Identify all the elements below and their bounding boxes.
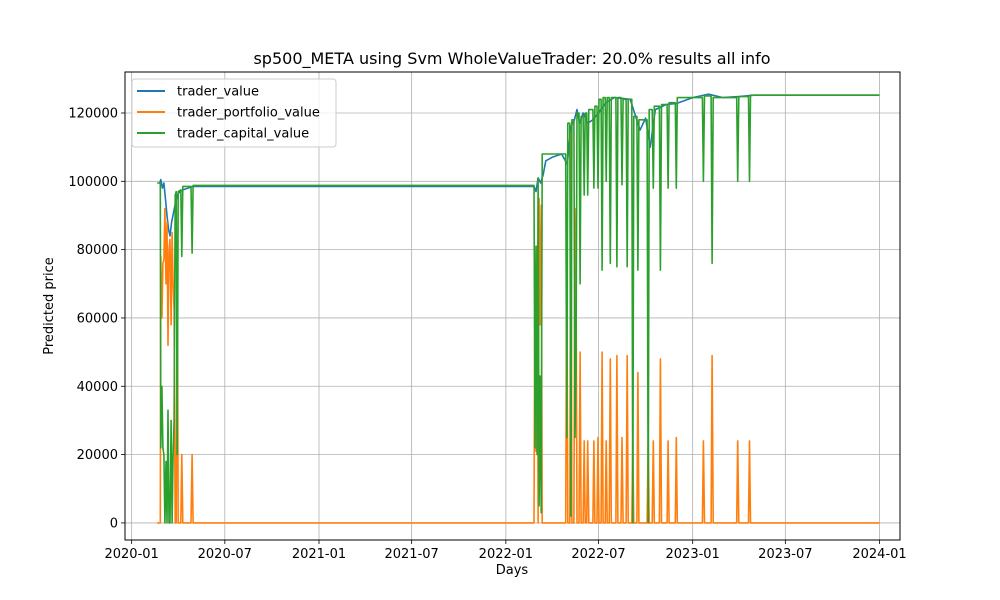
y-tick-label: 80000: [77, 243, 118, 258]
y-axis-title: Predicted price: [42, 257, 57, 355]
x-tick-label: 2021-01: [292, 547, 346, 562]
x-tick-label: 2020-01: [104, 547, 158, 562]
y-axis-ticks: 0 20000 40000 60000 80000 100000 120000: [68, 106, 125, 531]
legend-box: [131, 78, 337, 148]
x-tick-label: 2023-07: [758, 547, 812, 562]
legend-label-trader-value: trader_value: [177, 85, 259, 100]
chart-title: sp500_META using Svm WholeValueTrader: 2…: [253, 49, 770, 69]
series-line-trader-value: [159, 93, 880, 237]
series-line-trader-capital-value: [157, 94, 880, 524]
x-tick-label: 2021-07: [384, 547, 438, 562]
y-tick-label: 120000: [68, 106, 118, 121]
series-lines: [157, 93, 880, 524]
plot-frame: [124, 71, 901, 541]
x-tick-label: 2022-07: [571, 547, 625, 562]
legend-label-trader-capital-value: trader_capital_value: [177, 127, 309, 142]
x-axis-ticks: 2020-01 2020-07 2021-01 2021-07 2022-01 2022-…: [104, 540, 907, 562]
x-tick-label: 2022-01: [479, 547, 533, 562]
y-tick-label: 100000: [68, 175, 118, 190]
y-tick-label: 0: [110, 516, 118, 531]
legend-label-trader-portfolio-value: trader_portfolio_value: [177, 106, 320, 121]
x-tick-label: 2020-07: [198, 547, 252, 562]
x-tick-label: 2024-01: [852, 547, 906, 562]
x-axis-title: Days: [496, 563, 529, 578]
legend: trader_value trader_portfolio_valuetrader…: [131, 78, 337, 148]
y-tick-label: 60000: [77, 311, 118, 326]
y-tick-label: 40000: [77, 380, 118, 395]
y-tick-label: 20000: [77, 448, 118, 463]
x-tick-label: 2023-01: [666, 547, 720, 562]
